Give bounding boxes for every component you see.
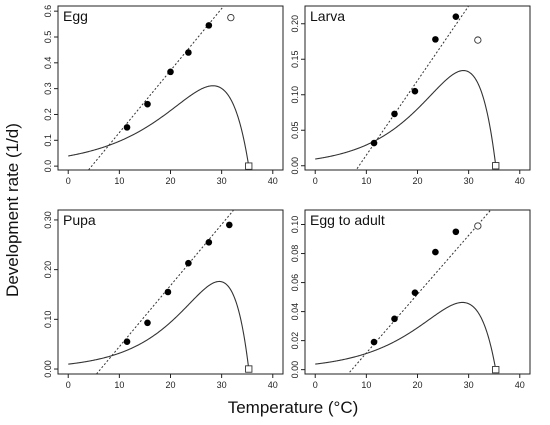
y-tick-label: 0.10: [290, 216, 300, 234]
upper-threshold-point: [245, 162, 253, 170]
plot-frame: [304, 5, 531, 171]
panel-title: Egg: [63, 8, 88, 24]
x-axis-title: Temperature (°C): [228, 398, 359, 417]
observed-point: [370, 338, 378, 346]
y-tick-label: 0.06: [290, 274, 300, 292]
y-tick-label: 0.00: [290, 157, 300, 175]
y-tick-label: 0.2: [43, 108, 53, 121]
excluded-point: [474, 222, 482, 230]
x-tick-label: 10: [361, 176, 371, 186]
y-tick-label: 0.00: [290, 361, 300, 379]
observed-point: [391, 110, 398, 118]
y-tick-label: 0.1: [43, 134, 53, 147]
x-tick-label: 20: [165, 380, 175, 390]
observed-point: [391, 315, 398, 323]
observed-point: [452, 13, 460, 20]
observed-point: [144, 319, 151, 327]
upper-threshold-point: [492, 162, 500, 170]
y-tick-label: 0.02: [290, 332, 300, 350]
panel-3: 0 10 20 30 40 0.00 0.02 0.04 0.06 0.08 0.10 Egg to …: [290, 209, 531, 390]
observed-point: [411, 87, 419, 95]
y-tick-label: 0.0: [43, 160, 53, 173]
nonlinear-fit-curve: [68, 85, 250, 167]
x-tick-label: 40: [268, 176, 278, 186]
x-tick-label: 30: [217, 176, 227, 186]
panel-2: 0 10 20 30 40 0.00 0.10 0.20 0.30 Pupa: [43, 209, 284, 390]
x-tick-label: 0: [66, 176, 71, 186]
panel-title: Egg to adult: [310, 212, 385, 228]
y-tick-label: 0.4: [43, 57, 53, 70]
observed-point: [144, 100, 151, 108]
nonlinear-fit-curve: [315, 69, 497, 166]
observed-point: [123, 338, 131, 345]
nonlinear-fit-curve: [68, 280, 250, 370]
excluded-point: [474, 36, 482, 44]
y-axis-title: Development rate (1/d): [3, 123, 22, 297]
observed-point: [226, 221, 233, 229]
observed-point: [452, 228, 460, 236]
panel-0: 0 10 20 30 40 0.0 0.1 0.2 0.3 0.4 0.5 0.6 Egg: [43, 5, 284, 186]
y-tick-label: 0.00: [43, 360, 53, 378]
observed-point: [432, 36, 439, 43]
upper-threshold-point: [245, 365, 253, 373]
x-tick-label: 30: [464, 380, 474, 390]
y-tick-label: 0.10: [290, 86, 300, 104]
observed-point: [167, 68, 174, 76]
x-tick-label: 0: [313, 176, 318, 186]
y-tick-label: 0.15: [290, 50, 300, 68]
y-tick-label: 0.04: [290, 303, 300, 321]
y-tick-label: 0.20: [43, 261, 53, 279]
x-tick-label: 30: [464, 176, 474, 186]
observed-point: [185, 49, 192, 56]
y-tick-label: 0.30: [43, 211, 53, 229]
plot-frame: [57, 5, 284, 171]
nonlinear-fit-curve: [315, 301, 497, 370]
observed-point: [205, 22, 213, 29]
x-tick-label: 20: [412, 176, 422, 186]
observed-point: [370, 139, 378, 147]
observed-point: [432, 248, 439, 256]
y-tick-label: 0.3: [43, 82, 53, 95]
observed-point: [411, 289, 419, 297]
x-tick-label: 20: [412, 380, 422, 390]
x-tick-label: 40: [515, 380, 525, 390]
excluded-point: [227, 13, 235, 22]
x-tick-label: 40: [268, 380, 278, 390]
x-tick-label: 0: [313, 380, 318, 390]
x-tick-label: 10: [361, 380, 371, 390]
y-tick-label: 0.05: [290, 121, 300, 139]
observed-point: [205, 239, 213, 246]
observed-point: [123, 124, 131, 131]
y-tick-label: 0.10: [43, 311, 53, 329]
y-tick-label: 0.6: [43, 5, 53, 18]
panel-1: 0 10 20 30 40 0.00 0.05 0.10 0.15 0.20 Larva: [290, 5, 531, 186]
x-tick-label: 10: [114, 380, 124, 390]
x-tick-label: 10: [114, 176, 124, 186]
y-tick-label: 0.5: [43, 31, 53, 44]
observed-point: [164, 288, 172, 296]
x-tick-label: 0: [66, 380, 71, 390]
y-tick-label: 0.08: [290, 245, 300, 263]
y-tick-label: 0.20: [290, 15, 300, 33]
panel-title: Larva: [310, 8, 345, 24]
linear-fit-line: [355, 6, 470, 170]
observed-point: [185, 259, 192, 267]
upper-threshold-point: [492, 365, 500, 374]
panel-title: Pupa: [63, 212, 96, 228]
x-tick-label: 40: [515, 176, 525, 186]
x-tick-label: 30: [217, 380, 227, 390]
x-tick-label: 20: [165, 176, 175, 186]
